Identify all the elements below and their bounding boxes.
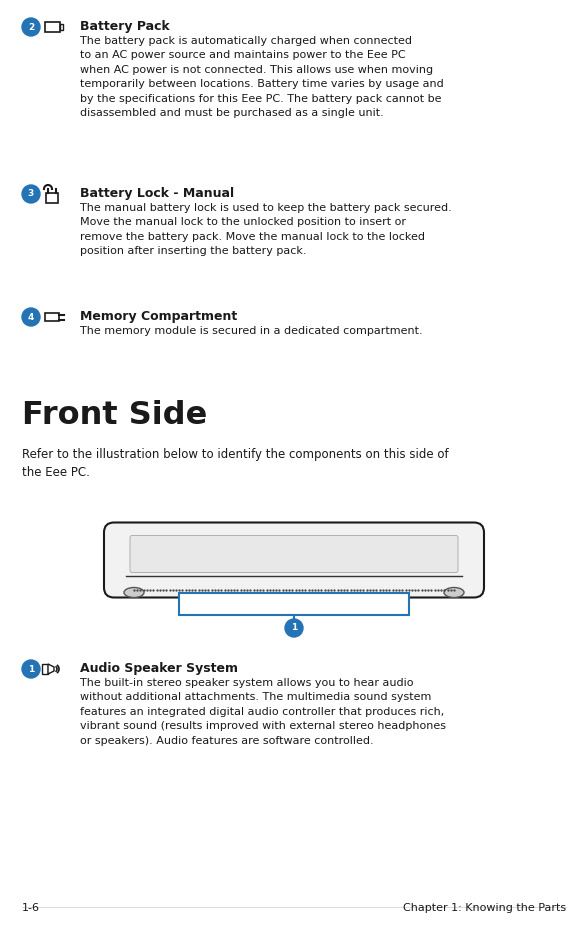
Bar (46, 193, 58, 203)
Text: Audio Speaker System: Audio Speaker System (80, 662, 238, 675)
Text: Chapter 1: Knowing the Parts: Chapter 1: Knowing the Parts (403, 903, 566, 913)
Text: The battery pack is automatically charged when connected
to an AC power source a: The battery pack is automatically charge… (80, 36, 444, 118)
Text: Battery Lock - Manual: Battery Lock - Manual (80, 187, 234, 200)
Circle shape (22, 18, 40, 36)
Text: 2: 2 (28, 22, 34, 31)
Polygon shape (48, 664, 54, 674)
Text: Battery Pack: Battery Pack (80, 20, 170, 33)
Text: The memory module is secured in a dedicated compartment.: The memory module is secured in a dedica… (80, 326, 423, 336)
Text: 1: 1 (28, 664, 34, 673)
Text: Memory Compartment: Memory Compartment (80, 310, 237, 323)
Ellipse shape (124, 587, 144, 598)
Text: 1: 1 (291, 623, 297, 633)
FancyBboxPatch shape (130, 536, 458, 573)
Text: Refer to the illustration below to identify the components on this side of
the E: Refer to the illustration below to ident… (22, 448, 449, 479)
Ellipse shape (444, 587, 464, 598)
Circle shape (22, 308, 40, 326)
Circle shape (22, 660, 40, 678)
Bar (45, 22, 59, 32)
Text: 3: 3 (28, 190, 34, 199)
Text: The built-in stereo speaker system allows you to hear audio
without additional a: The built-in stereo speaker system allow… (80, 678, 446, 746)
Circle shape (22, 185, 40, 203)
Text: 1-6: 1-6 (22, 903, 40, 913)
Bar (42, 664, 48, 674)
Text: Front Side: Front Side (22, 400, 207, 431)
Bar (59, 24, 62, 30)
FancyBboxPatch shape (104, 523, 484, 598)
Circle shape (285, 619, 303, 637)
Text: 4: 4 (28, 313, 34, 322)
Bar (179, 593, 409, 614)
Text: The manual battery lock is used to keep the battery pack secured.
Move the manua: The manual battery lock is used to keep … (80, 203, 452, 256)
Bar (45, 313, 59, 321)
